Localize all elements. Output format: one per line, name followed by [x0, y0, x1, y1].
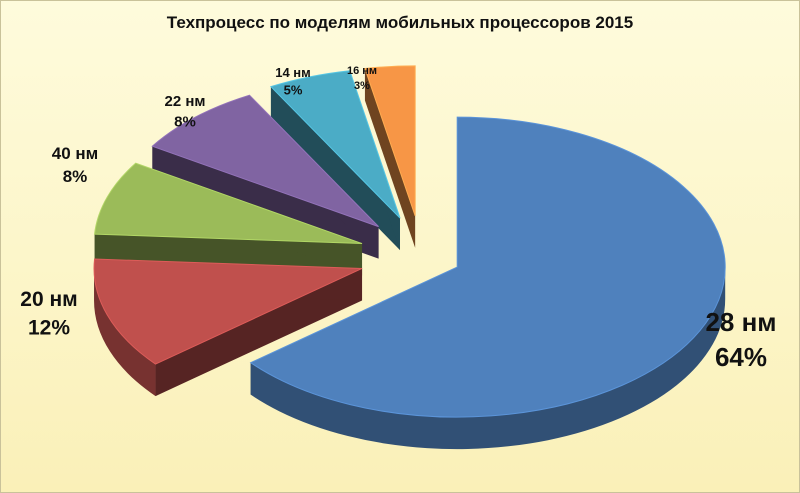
- chart-title: Техпроцесс по моделям мобильных процессо…: [166, 13, 634, 32]
- slice-label-value-1: 12%: [28, 316, 70, 339]
- pie-slice-2: [94, 162, 363, 276]
- pie-slice-1: [93, 258, 363, 397]
- pie-slice-4: [269, 70, 401, 251]
- slice-label-value-5: 3%: [354, 80, 370, 92]
- slice-label-category-3: 22 нм: [164, 93, 205, 110]
- slice-label-category-5: 16 нм: [347, 65, 377, 77]
- slice-label-category-2: 40 нм: [52, 144, 98, 163]
- slice-label-category-4: 14 нм: [275, 65, 311, 80]
- slice-label-category-1: 20 нм: [20, 288, 77, 311]
- slice-label-value-0: 64%: [715, 342, 767, 372]
- slice-label-value-4: 5%: [284, 83, 303, 98]
- pie-slice-5: [364, 65, 416, 248]
- pie-slice-0: [249, 116, 726, 450]
- slice-label-value-3: 8%: [174, 113, 196, 130]
- slice-label-category-0: 28 нм: [705, 307, 776, 337]
- slice-label-value-2: 8%: [63, 167, 88, 186]
